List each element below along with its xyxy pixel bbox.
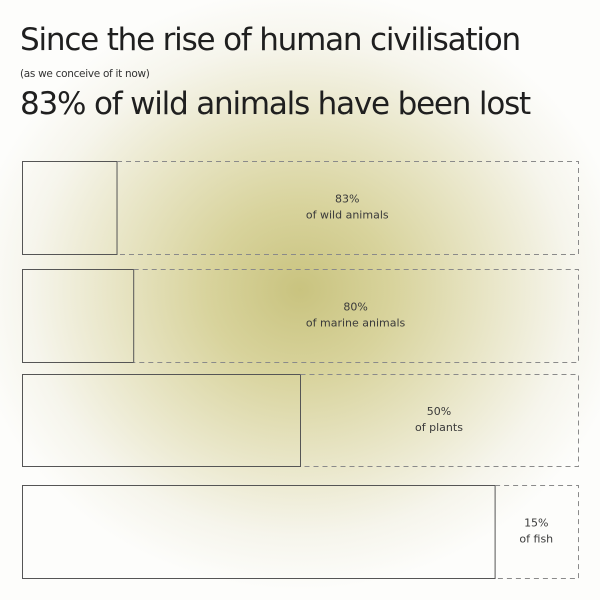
category-label: of wild animals (306, 209, 389, 222)
value-label: 50% (427, 405, 451, 418)
remaining-bar (22, 485, 496, 579)
remaining-bar (22, 269, 135, 363)
lost-bar (300, 374, 579, 467)
value-label: 83% (335, 193, 359, 206)
category-label: of fish (519, 533, 553, 546)
bar-row: 50% of plants (22, 374, 579, 467)
lost-bar (133, 269, 579, 363)
lost-bar (495, 485, 579, 579)
chart-title: Since the rise of human civilisation (20, 22, 521, 58)
bar-row: 80% of marine animals (22, 269, 579, 363)
category-label: of marine animals (306, 317, 406, 330)
chart-headline: 83% of wild animals have been lost (20, 86, 531, 122)
value-label: 80% (343, 301, 367, 314)
value-label: 15% (524, 517, 548, 530)
remaining-bar (22, 374, 301, 467)
bar-row: 15% of fish (22, 485, 579, 579)
lost-bar (117, 161, 579, 255)
chart-subtitle: (as we conceive of it now) (20, 68, 150, 80)
remaining-bar (22, 161, 118, 255)
bar-row: 83% of wild animals (22, 161, 579, 255)
category-label: of plants (415, 421, 463, 434)
